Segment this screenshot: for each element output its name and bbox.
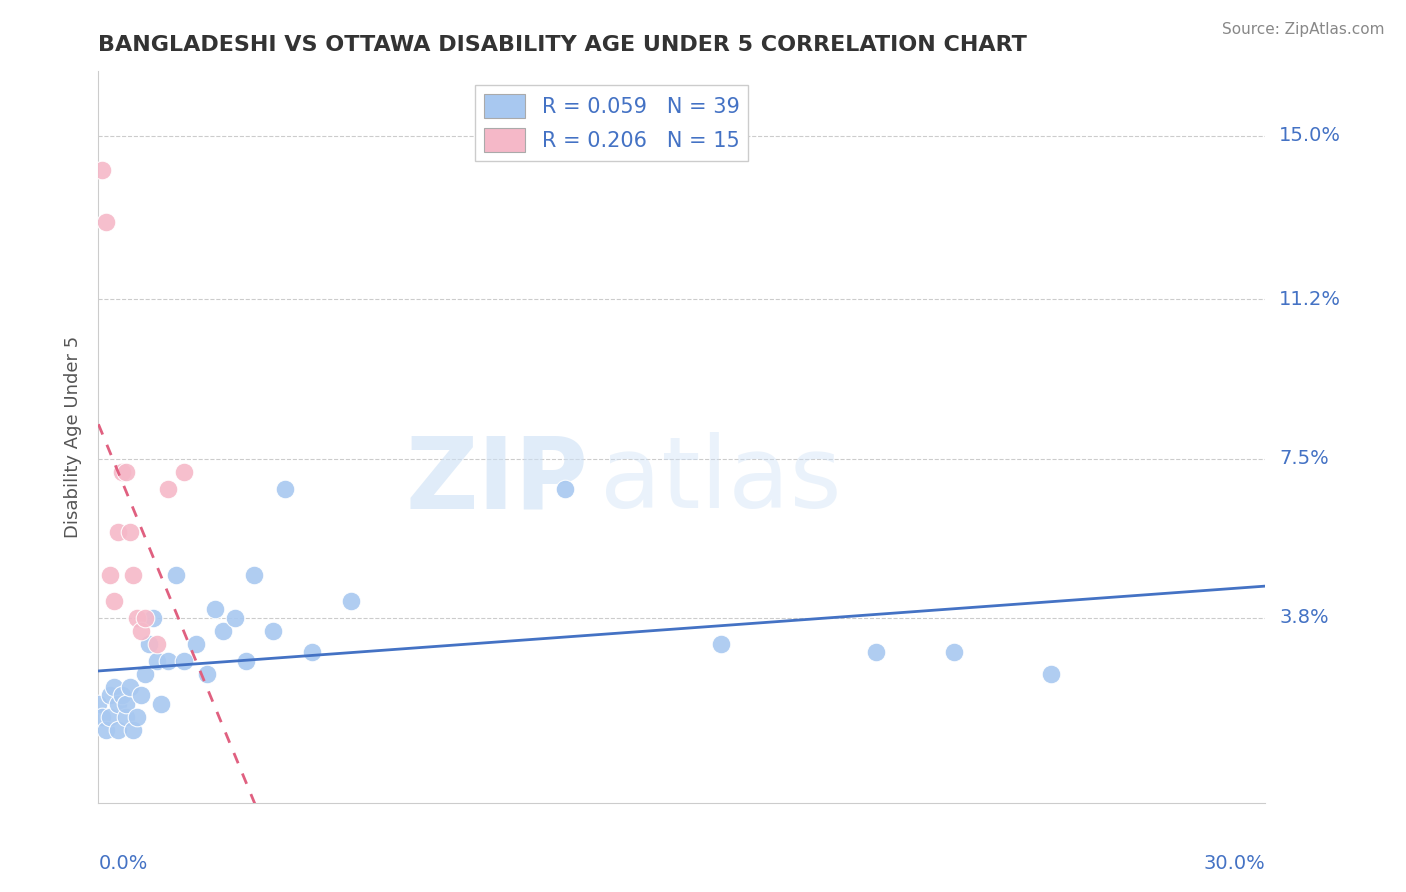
Point bbox=[710, 637, 733, 651]
Point bbox=[1040, 666, 1063, 681]
Point bbox=[243, 567, 266, 582]
Point bbox=[146, 654, 169, 668]
Point bbox=[111, 465, 134, 479]
Point bbox=[114, 710, 136, 724]
Point bbox=[107, 723, 129, 737]
Point bbox=[262, 624, 284, 638]
Point bbox=[340, 593, 363, 607]
Y-axis label: Disability Age Under 5: Disability Age Under 5 bbox=[63, 336, 82, 538]
Point bbox=[114, 697, 136, 711]
Point bbox=[127, 710, 149, 724]
Point bbox=[122, 723, 145, 737]
Point bbox=[118, 680, 141, 694]
Point bbox=[142, 611, 165, 625]
Point bbox=[134, 666, 156, 681]
Text: 0.0%: 0.0% bbox=[98, 854, 148, 873]
Point bbox=[114, 465, 136, 479]
Point bbox=[91, 710, 114, 724]
Point bbox=[98, 567, 121, 582]
Point bbox=[129, 688, 152, 702]
Point bbox=[173, 654, 195, 668]
Point bbox=[157, 482, 180, 496]
Text: BANGLADESHI VS OTTAWA DISABILITY AGE UNDER 5 CORRELATION CHART: BANGLADESHI VS OTTAWA DISABILITY AGE UND… bbox=[98, 35, 1028, 54]
Point bbox=[274, 482, 297, 496]
Legend: R = 0.059   N = 39, R = 0.206   N = 15: R = 0.059 N = 39, R = 0.206 N = 15 bbox=[475, 86, 748, 161]
Text: 11.2%: 11.2% bbox=[1279, 290, 1341, 309]
Point bbox=[129, 624, 152, 638]
Text: 30.0%: 30.0% bbox=[1204, 854, 1265, 873]
Point bbox=[91, 163, 114, 178]
Point bbox=[107, 697, 129, 711]
Point bbox=[127, 611, 149, 625]
Point bbox=[138, 637, 160, 651]
Point bbox=[87, 697, 110, 711]
Point bbox=[173, 465, 195, 479]
Text: 3.8%: 3.8% bbox=[1279, 608, 1329, 627]
Text: ZIP: ZIP bbox=[406, 433, 589, 530]
Point bbox=[235, 654, 257, 668]
Text: atlas: atlas bbox=[600, 433, 842, 530]
Point bbox=[554, 482, 576, 496]
Point bbox=[212, 624, 235, 638]
Point bbox=[111, 688, 134, 702]
Point bbox=[98, 688, 121, 702]
Point bbox=[96, 723, 118, 737]
Text: Source: ZipAtlas.com: Source: ZipAtlas.com bbox=[1222, 22, 1385, 37]
Text: 15.0%: 15.0% bbox=[1279, 127, 1341, 145]
Point bbox=[146, 637, 169, 651]
Point bbox=[149, 697, 172, 711]
Point bbox=[98, 710, 121, 724]
Point bbox=[122, 567, 145, 582]
Text: 7.5%: 7.5% bbox=[1279, 449, 1329, 468]
Point bbox=[224, 611, 246, 625]
Point bbox=[103, 593, 125, 607]
Point bbox=[165, 567, 187, 582]
Point bbox=[96, 215, 118, 229]
Point bbox=[204, 602, 226, 616]
Point bbox=[107, 524, 129, 539]
Point bbox=[943, 645, 966, 659]
Point bbox=[865, 645, 887, 659]
Point bbox=[195, 666, 218, 681]
Point bbox=[157, 654, 180, 668]
Point bbox=[103, 680, 125, 694]
Point bbox=[301, 645, 323, 659]
Point bbox=[134, 611, 156, 625]
Point bbox=[184, 637, 207, 651]
Point bbox=[118, 524, 141, 539]
